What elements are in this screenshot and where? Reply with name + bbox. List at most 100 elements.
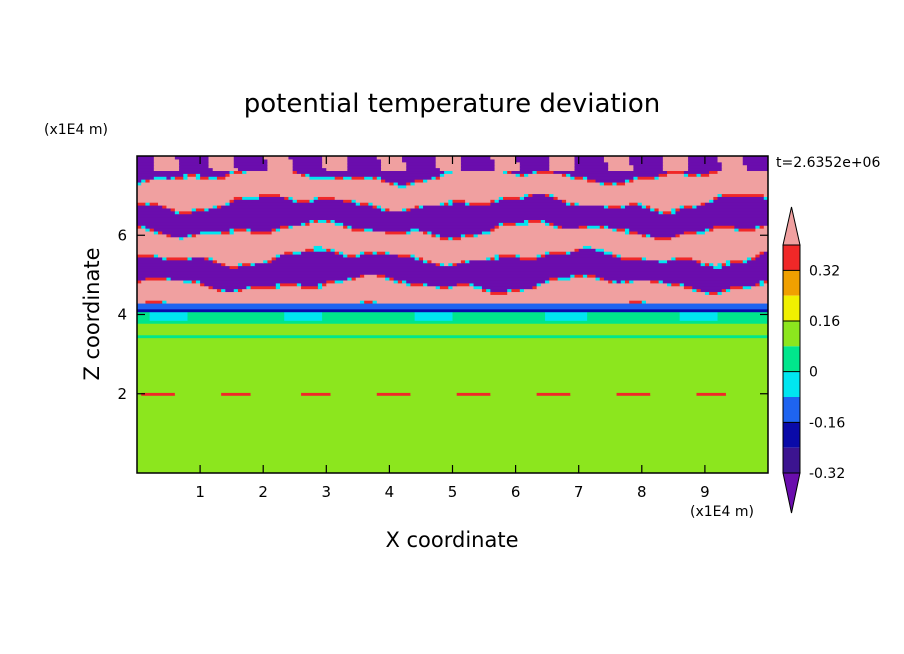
field-cell — [216, 288, 222, 293]
field-cell — [343, 279, 395, 284]
field-cell — [162, 230, 201, 235]
field-cell — [309, 173, 441, 177]
field-cell — [755, 256, 768, 261]
field-cell — [267, 167, 294, 172]
field-cell — [137, 343, 768, 347]
field-cell — [654, 176, 660, 180]
field-cell — [145, 228, 151, 232]
field-cell — [566, 251, 571, 255]
field-cell — [137, 248, 306, 252]
field-cell — [313, 248, 327, 252]
field-cell — [275, 253, 281, 258]
field-cell — [452, 317, 546, 321]
field-cell — [624, 204, 643, 209]
field-cell — [385, 207, 390, 212]
field-cell — [229, 230, 235, 235]
y-tick-label: 4 — [117, 306, 127, 324]
field-cell — [397, 184, 407, 189]
field-cell — [322, 161, 348, 166]
field-cell — [145, 277, 168, 281]
colorbar-tick-label: -0.16 — [809, 415, 845, 431]
field-cell — [490, 392, 538, 396]
field-cell — [212, 204, 218, 209]
field-cell — [414, 179, 424, 183]
field-cell — [608, 164, 634, 169]
field-cell — [153, 156, 176, 160]
field-cell — [258, 193, 281, 197]
field-cell — [179, 236, 184, 241]
field-cell — [629, 156, 664, 160]
field-cell — [191, 210, 660, 215]
field-cell — [683, 230, 698, 235]
field-cell — [435, 158, 462, 163]
field-cell — [137, 400, 768, 405]
field-cell — [717, 193, 723, 197]
colorbar-segment — [783, 321, 800, 347]
field-cell — [603, 158, 630, 163]
field-cell — [448, 285, 454, 290]
field-cell — [519, 161, 550, 166]
field-cell — [704, 202, 768, 206]
field-cell — [629, 300, 643, 304]
field-cell — [709, 262, 714, 267]
field-cell — [469, 202, 491, 206]
field-cell — [380, 176, 433, 180]
field-cell — [137, 346, 768, 350]
field-cell — [435, 285, 441, 290]
field-cell — [519, 196, 525, 200]
field-cell — [137, 170, 231, 174]
field-cell — [612, 181, 618, 186]
field-cell — [587, 225, 601, 229]
field-cell — [629, 279, 634, 284]
field-cell — [170, 233, 189, 238]
field-cell — [498, 256, 521, 261]
field-cell — [435, 161, 462, 166]
field-cell — [137, 239, 768, 244]
field-cell — [713, 225, 735, 229]
field-cell — [288, 156, 323, 160]
field-cell — [284, 251, 294, 255]
field-cell — [566, 202, 571, 206]
field-cell — [713, 265, 723, 269]
field-cell — [494, 228, 613, 232]
x-tick-label: 4 — [385, 483, 395, 501]
field-cell — [431, 233, 437, 238]
field-cell — [540, 219, 546, 223]
field-cell — [212, 285, 247, 290]
field-cell — [158, 230, 163, 235]
field-cell — [174, 176, 184, 180]
field-cell — [507, 170, 512, 174]
field-cell — [688, 164, 723, 169]
field-cell — [465, 202, 470, 206]
field-cell — [683, 204, 693, 209]
x-tick-label: 5 — [448, 483, 458, 501]
field-cell — [545, 251, 550, 255]
field-cell — [137, 216, 768, 220]
field-cell — [574, 158, 605, 163]
field-cell — [587, 317, 681, 321]
field-cell — [313, 199, 344, 203]
field-cell — [418, 256, 424, 261]
field-cell — [280, 253, 344, 258]
field-cell — [494, 158, 517, 163]
field-cell — [280, 193, 525, 197]
field-cell — [275, 228, 281, 232]
field-cell — [174, 156, 210, 160]
field-cell — [137, 418, 768, 422]
field-cell — [612, 228, 618, 232]
field-cell — [162, 256, 168, 261]
field-cell — [629, 228, 706, 232]
field-cell — [473, 282, 538, 287]
field-cell — [646, 204, 651, 209]
field-cell — [671, 210, 677, 215]
field-cell — [650, 207, 656, 212]
field-cell — [435, 233, 441, 238]
field-cell — [149, 202, 159, 206]
field-cell — [153, 161, 180, 166]
field-cell — [137, 395, 768, 399]
field-cell — [162, 204, 168, 209]
field-cell — [410, 392, 458, 396]
field-cell — [174, 210, 180, 215]
field-cell — [452, 262, 458, 267]
field-cell — [267, 164, 294, 169]
